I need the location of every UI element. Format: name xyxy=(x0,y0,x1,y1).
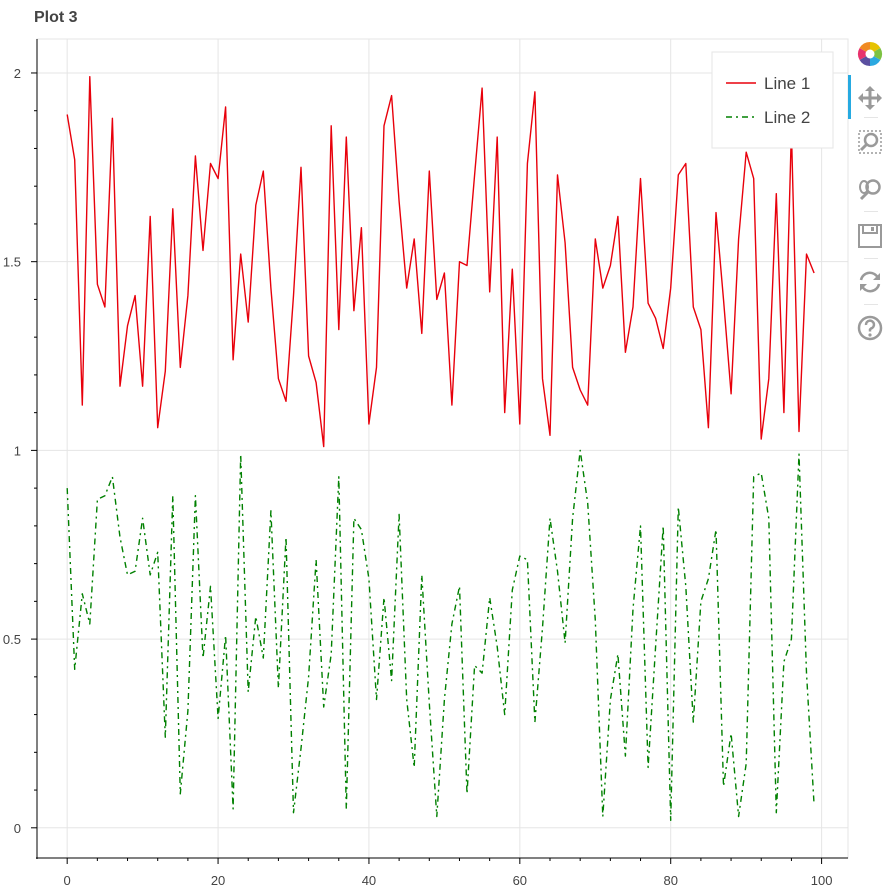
toolbar-separator xyxy=(864,211,878,212)
bokeh-logo-icon[interactable] xyxy=(856,40,884,68)
box-zoom-icon[interactable] xyxy=(856,128,884,156)
toolbar-separator xyxy=(864,304,878,305)
legend-label: Line 1 xyxy=(764,74,810,93)
x-tick-label: 40 xyxy=(362,873,376,888)
y-tick-label: 0 xyxy=(14,821,21,836)
y-tick-label: 1 xyxy=(14,443,21,458)
help-icon[interactable] xyxy=(856,314,884,342)
y-tick-label: 1.5 xyxy=(3,255,21,270)
pan-icon[interactable] xyxy=(856,84,884,112)
plot-title: Plot 3 xyxy=(34,9,78,26)
save-icon[interactable] xyxy=(856,222,884,250)
wheel-zoom-icon[interactable] xyxy=(856,176,884,204)
active-tool-indicator xyxy=(848,75,851,119)
series-line-2 xyxy=(66,449,815,821)
axes: 0 20 40 60 80 100 0 0.5 1 1.5 2 xyxy=(3,39,848,888)
series-lines xyxy=(66,75,815,821)
legend-box xyxy=(711,51,834,149)
toolbar-separator xyxy=(864,117,878,118)
series-line-1 xyxy=(66,75,815,448)
x-tick-label: 60 xyxy=(513,873,527,888)
y-tick-label: 0.5 xyxy=(3,632,21,647)
reset-icon[interactable] xyxy=(856,268,884,296)
toolbar-separator xyxy=(864,258,878,259)
legend-label: Line 2 xyxy=(764,108,810,127)
x-tick-label: 100 xyxy=(811,873,833,888)
x-tick-label: 0 xyxy=(64,873,71,888)
x-tick-label: 20 xyxy=(211,873,225,888)
x-tick-label: 80 xyxy=(663,873,677,888)
legend[interactable]: Line 1 Line 2 xyxy=(711,51,834,149)
y-tick-label: 2 xyxy=(14,66,21,81)
